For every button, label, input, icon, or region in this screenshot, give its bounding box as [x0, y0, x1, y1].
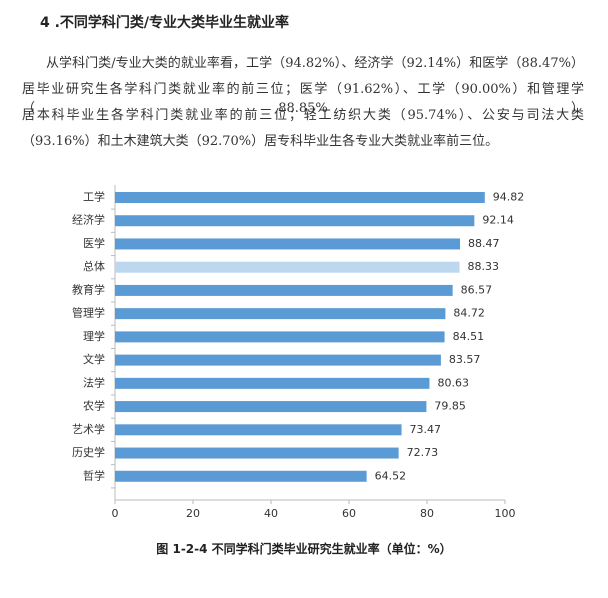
value-label: 83.57 — [449, 353, 481, 366]
bar — [115, 284, 453, 296]
bar — [115, 331, 445, 343]
bar — [115, 424, 402, 436]
bar — [115, 447, 399, 459]
y-tick-label: 总体 — [83, 259, 105, 273]
x-tick-label: 40 — [264, 507, 278, 520]
value-label: 84.72 — [453, 307, 485, 320]
caption: 图 1-2-4 不同学科门类毕业研究生就业率（单位：%） — [156, 542, 452, 556]
x-tick-label: 80 — [420, 507, 434, 520]
bar — [115, 401, 427, 413]
y-tick-label: 艺术学 — [72, 422, 105, 436]
heading: 4 .不同学科门类/专业大类毕业生就业率 — [40, 15, 290, 31]
y-tick-label: 医学 — [83, 236, 105, 250]
paragraph-line: 居本科毕业生各学科门类就业率的前三位；轻工纺织大类（95.74%）、公安与司法大… — [22, 108, 584, 123]
value-label: 79.85 — [434, 400, 466, 413]
y-tick-label: 哲学 — [83, 468, 105, 482]
y-tick-label: 工学 — [83, 190, 105, 204]
y-tick-label: 理学 — [83, 329, 105, 343]
x-tick-label: 60 — [342, 507, 356, 520]
value-label: 72.73 — [407, 446, 439, 459]
value-label: 94.82 — [493, 191, 524, 204]
y-tick-label: 经济学 — [72, 213, 105, 227]
bar — [115, 354, 441, 366]
x-tick-label: 100 — [495, 507, 516, 520]
y-tick-label: 管理学 — [72, 306, 105, 320]
bar — [115, 308, 446, 320]
x-tick-label: 0 — [112, 507, 119, 520]
value-label: 88.33 — [467, 260, 499, 273]
bar — [115, 215, 475, 227]
bar — [115, 261, 460, 273]
y-tick-label: 文学 — [83, 352, 105, 366]
value-label: 73.47 — [410, 423, 442, 436]
bar — [115, 238, 461, 250]
value-label: 86.57 — [461, 283, 493, 296]
y-tick-label: 农学 — [83, 399, 105, 413]
value-label: 80.63 — [437, 376, 469, 389]
paragraph-line: （93.16%）和土木建筑大类（92.70%）居专科毕业生各专业大类就业率前三位… — [22, 134, 499, 149]
value-label: 92.14 — [482, 214, 514, 227]
paragraph-line: 从学科门类/专业大类的就业率看，工学（94.82%）、经济学（92.14%）和医… — [46, 56, 584, 71]
paragraph-line: 居毕业研究生各学科门类就业率的前三位；医学（91.62%）、工学（90.00%）… — [22, 82, 584, 116]
y-tick-label: 教育学 — [72, 282, 105, 296]
value-label: 84.51 — [453, 330, 485, 343]
x-tick-label: 20 — [186, 507, 200, 520]
y-tick-label: 法学 — [83, 375, 105, 389]
value-label: 88.47 — [468, 237, 500, 250]
bar — [115, 470, 367, 482]
bar — [115, 192, 485, 203]
y-tick-label: 历史学 — [72, 445, 105, 459]
bar — [115, 377, 430, 389]
value-label: 64.52 — [375, 469, 407, 482]
